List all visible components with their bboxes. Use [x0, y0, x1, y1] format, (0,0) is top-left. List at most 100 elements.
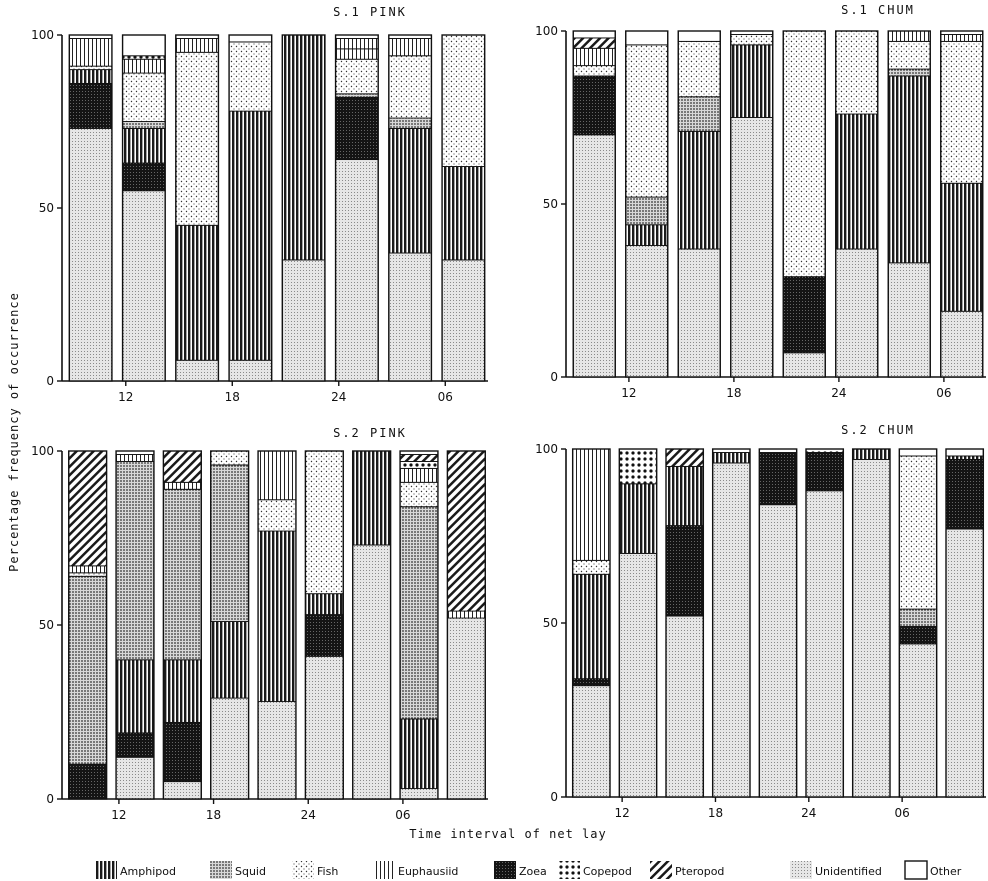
legend-item-fish: Fish	[292, 861, 338, 879]
bar-segment-fish	[304, 450, 344, 595]
bar-segment-amphipod	[618, 483, 658, 554]
panel-title: S.2 CHUM	[841, 423, 915, 437]
bar-outline	[898, 448, 938, 798]
bar-outline	[334, 34, 379, 382]
bar-segment-euphausiid	[446, 610, 486, 619]
bar-segment-fish	[122, 72, 166, 122]
bar-segment-amphipod	[835, 113, 879, 250]
bar-segment-squid	[210, 464, 250, 622]
bar-segment-amphipod	[712, 452, 751, 464]
bar-segment-pteropod	[68, 450, 108, 567]
bar-segment-zoea	[68, 82, 113, 129]
stacked-bar	[352, 450, 392, 800]
bar-segment-euphausiid	[335, 48, 379, 60]
bar-outline	[446, 450, 486, 800]
bar-outline	[618, 448, 658, 798]
x-tick-label: 12	[614, 806, 629, 820]
x-tick-label: 06	[936, 386, 951, 400]
x-tick-label: 24	[331, 390, 346, 404]
stacked-bar	[887, 30, 931, 378]
bar-segment-squid	[162, 488, 202, 661]
y-tick-label: 50	[39, 618, 54, 632]
stacked-bar	[68, 34, 113, 382]
legend-label: Squid	[235, 865, 266, 878]
bar-segment-zoea	[898, 626, 938, 645]
x-tick-label: 06	[894, 806, 909, 820]
legend-item-squid: Squid	[210, 861, 266, 879]
bar-segment-amphipod	[388, 127, 432, 254]
bar-outline	[782, 30, 826, 378]
bar-outline	[940, 30, 984, 378]
bar-segment-unidentified	[945, 528, 984, 798]
bar-segment-fish	[677, 40, 721, 98]
bar-segment-unidentified	[388, 252, 432, 382]
y-tick-label: 0	[550, 370, 558, 384]
chart-panels: S.1 PINK 0 50 100 12 18 24 06 S.1 CHUM 0 50 100 12 18…	[31, 3, 986, 822]
bar-segment-fish	[441, 34, 486, 167]
bar-segment-amphipod	[352, 450, 392, 546]
bar-segment-euphausiid	[572, 448, 611, 561]
bar-outline	[571, 448, 611, 798]
stacked-bar	[782, 30, 826, 378]
stacked-bar	[334, 34, 379, 382]
bar-segment-squid	[898, 608, 938, 627]
bar-segment-zoea	[122, 162, 166, 192]
bar-segment-fish	[68, 572, 108, 577]
bar-segment-fish	[572, 559, 611, 575]
bar-segment-amphipod	[625, 224, 669, 246]
bar-segment-zoea	[572, 75, 616, 136]
legend: Amphipod Squid Fish Euphausiid Zoea Copepod Pt…	[95, 860, 962, 880]
stacked-bar	[898, 448, 938, 798]
legend-swatch	[790, 861, 812, 879]
bar-segment-unidentified	[572, 685, 611, 798]
legend-label: Amphipod	[120, 865, 176, 878]
stacked-bar	[571, 448, 611, 798]
bar-segment-fish	[257, 499, 297, 532]
bar-segment-unidentified	[441, 259, 486, 382]
legend-swatch	[494, 861, 516, 879]
bar-segment-fish	[730, 34, 774, 46]
chart-panel: S.1 CHUM 0 50 100 12 18 24 06	[535, 3, 986, 400]
legend-label: Copepod	[583, 865, 632, 878]
panel-title: S.2 PINK	[333, 426, 407, 440]
stacked-bar	[618, 448, 658, 798]
x-tick-label: 06	[395, 808, 410, 822]
bar-segment-amphipod	[210, 621, 250, 699]
panel-title: S.1 CHUM	[841, 3, 915, 17]
bar-outline	[441, 34, 486, 382]
bar-segment-unidentified	[852, 458, 891, 798]
chart-panel: S.1 PINK 0 50 100 12 18 24 06	[31, 5, 488, 404]
bar-outline	[758, 448, 798, 798]
bar-segment-fish	[782, 30, 826, 278]
stacked-bar	[399, 450, 439, 800]
bar-segment-amphipod	[228, 110, 273, 361]
bar-segment-other	[625, 30, 669, 46]
bar-segment-amphipod	[175, 224, 219, 361]
stacked-bar	[304, 450, 344, 800]
stacked-bar	[940, 30, 984, 378]
chart-panel: S.2 PINK 0 50 100 12 18 24 06	[31, 426, 488, 822]
bar-outline	[625, 30, 669, 378]
bar-segment-fish	[228, 41, 273, 112]
bar-segment-euphausiid	[175, 38, 219, 53]
legend-swatch	[373, 861, 395, 879]
legend-label: Zoea	[519, 865, 547, 878]
stacked-bar	[281, 34, 326, 382]
bar-segment-unidentified	[335, 159, 379, 382]
bar-segment-zoea	[758, 452, 798, 506]
bar-segment-unidentified	[677, 248, 721, 378]
bar-segment-amphipod	[887, 75, 931, 264]
bar-segment-euphausiid	[115, 454, 155, 462]
bar-outline	[399, 450, 439, 800]
bar-segment-unidentified	[162, 781, 202, 800]
bar-outline	[352, 450, 392, 800]
y-tick-label: 100	[31, 444, 54, 458]
y-tick-label: 0	[46, 792, 54, 806]
bar-segment-zoea	[945, 458, 984, 530]
bar-segment-unidentified	[572, 134, 616, 378]
bar-outline	[388, 34, 433, 382]
legend-item-amphipod: Amphipod	[95, 861, 176, 879]
legend-item-copepod: Copepod	[558, 861, 632, 879]
bar-segment-copepod	[399, 460, 439, 469]
bar-segment-unidentified	[758, 504, 798, 798]
